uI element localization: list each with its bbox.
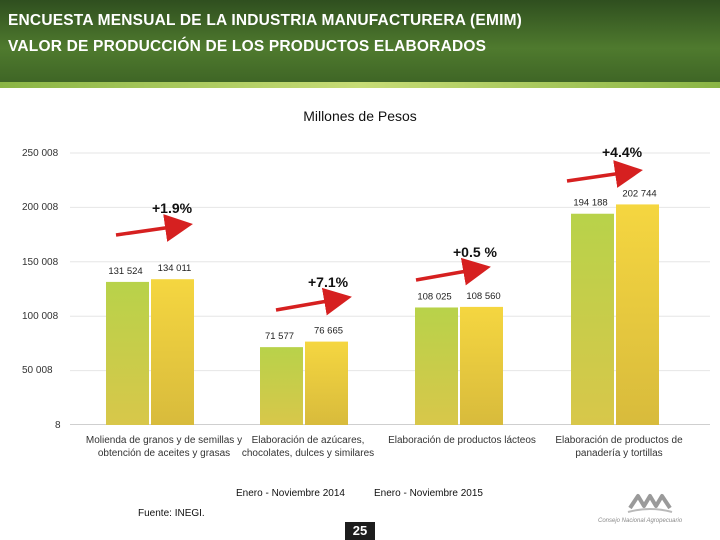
category-label: Elaboración de productos de panadería y …: [555, 435, 683, 459]
y-tick-label: 200 008: [22, 202, 59, 213]
logo-text: Consejo Nacional Agropecuario: [598, 518, 683, 524]
page-title-line2: VALOR DE PRODUCCIÓN DE LOS PRODUCTOS ELA…: [8, 38, 487, 55]
data-label: 134 011: [158, 263, 192, 274]
bar: [616, 204, 659, 425]
growth-arrow: [415, 257, 491, 286]
category-label: Elaboración de azúcares, chocolates, dul…: [241, 435, 375, 459]
growth-arrow: [115, 214, 193, 242]
data-label: 76 665: [314, 326, 343, 337]
bar: [460, 306, 503, 425]
data-label: 71 577: [265, 331, 294, 342]
y-tick-label: 150 008: [22, 257, 59, 268]
category-label: Molienda de granos y de semillas y obten…: [85, 435, 243, 459]
bar: [305, 341, 348, 425]
bar: [415, 307, 458, 425]
data-label: 108 025: [417, 291, 451, 302]
growth-annotation: +0.5 %: [453, 244, 498, 260]
page-number: 25: [345, 522, 375, 540]
page-title-line1: ENCUESTA MENSUAL DE LA INDUSTRIA MANUFAC…: [8, 12, 523, 29]
header-stripe: [0, 82, 720, 88]
growth-arrow: [275, 287, 352, 316]
data-label: 108 560: [466, 291, 500, 302]
category-label: Elaboración de productos lácteos: [388, 435, 536, 446]
legend-item-2014: Enero - Noviembre 2014: [236, 488, 345, 499]
header-banner: ENCUESTA MENSUAL DE LA INDUSTRIA MANUFAC…: [0, 0, 720, 88]
y-tick-label: 100 008: [22, 311, 59, 322]
source-note: Fuente: INEGI.: [138, 508, 205, 519]
data-label: 202 744: [622, 188, 656, 199]
chart-title: Millones de Pesos: [303, 108, 417, 124]
y-tick-label: 250 008: [22, 148, 59, 159]
bar: [260, 347, 303, 425]
legend-item-2015: Enero - Noviembre 2015: [374, 488, 483, 499]
bar-chart-plot: 131 524 71 577 108 025 194 188 134 011 76 665…: [70, 144, 710, 425]
growth-annotation: +7.1%: [308, 274, 349, 290]
data-label: 131 524: [108, 266, 142, 277]
y-tick-label: 8: [55, 420, 61, 431]
data-label: 194 188: [573, 198, 607, 209]
bar: [571, 213, 614, 425]
bar: [151, 279, 194, 425]
growth-arrow: [566, 160, 643, 188]
y-tick-label: 50 008: [22, 365, 53, 376]
logo-icon: [627, 494, 673, 513]
bar: [106, 281, 149, 425]
growth-annotation: +4.4%: [602, 144, 643, 160]
growth-annotation: +1.9%: [152, 200, 193, 216]
